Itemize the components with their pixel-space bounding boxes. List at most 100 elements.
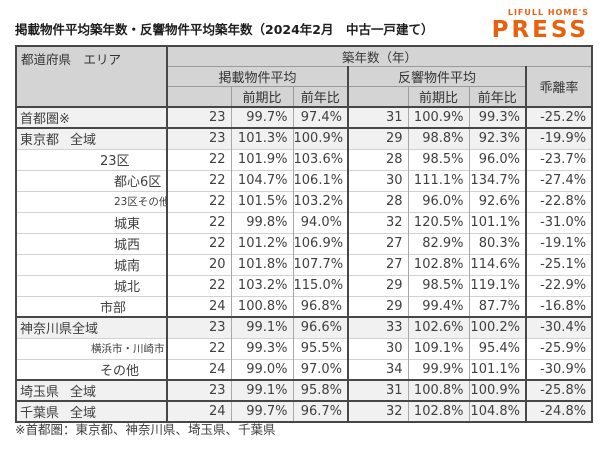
- table-row: 23区その他 22 101.5% 103.2% 28 96.0% 92.6% -22.8%: [16, 190, 593, 212]
- table-header: 都道府県 エリア 築年数（年） 掲載物件平均 反響物件平均 乖離率 前期比 前年…: [15, 45, 593, 108]
- listed-qoq-cell: 104.7%: [230, 169, 293, 191]
- gap-cell: -22.9%: [524, 274, 593, 296]
- inquiry-yoy-cell: 92.3%: [468, 127, 526, 149]
- gap-cell: -25.8%: [524, 379, 593, 401]
- listed-yoy-cell: 97.4%: [292, 106, 348, 128]
- table-row: 市部 24 100.8% 96.8% 29 99.4% 87.7% -16.8%: [16, 295, 593, 317]
- inquiry-qoq-cell: 98.8%: [407, 127, 469, 149]
- area-label: 全域: [72, 322, 99, 338]
- table-row: 城東 22 99.8% 94.0% 32 120.5% 101.1% -31.0%: [16, 211, 593, 233]
- inquiry-age-cell: 27: [347, 253, 408, 275]
- listed-yoy-cell: 94.0%: [292, 211, 348, 233]
- gap-cell: -19.9%: [524, 127, 593, 149]
- inquiry-age-cell: 29: [347, 274, 408, 296]
- listed-age-cell: 22: [166, 169, 231, 191]
- inquiry-qoq-cell: 100.9%: [407, 106, 469, 128]
- inquiry-yoy-cell: 95.4%: [468, 337, 526, 359]
- listed-age-cell: 24: [166, 295, 231, 317]
- listed-qoq-cell: 99.8%: [230, 211, 293, 233]
- table-row: その他 24 99.0% 97.0% 34 99.9% 101.1% -30.9%: [16, 358, 593, 380]
- inquiry-yoy-cell: 134.7%: [468, 169, 526, 191]
- area-label: 全域: [70, 385, 97, 400]
- inquiry-qoq-cell: 109.1%: [407, 337, 469, 359]
- table-row: 千葉県 全域 24 99.7% 96.7% 32 102.8% 104.8% -24.8%: [16, 400, 593, 422]
- inquiry-age-cell: 30: [347, 169, 408, 191]
- area-cell: 埼玉県 全域: [16, 379, 167, 401]
- header-area-column: 都道府県 エリア: [15, 45, 168, 108]
- gap-cell: -31.0%: [524, 211, 593, 233]
- gap-cell: -30.4%: [524, 316, 593, 338]
- inquiry-age-cell: 27: [347, 232, 408, 254]
- inquiry-age-cell: 30: [347, 337, 408, 359]
- area-label: その他: [100, 363, 140, 379]
- prefecture-label: 埼玉県: [20, 385, 60, 400]
- table-row: 首都圏※ 23 99.7% 97.4% 31 100.9% 99.3% -25.2%: [16, 106, 593, 128]
- inquiry-qoq-cell: 111.1%: [407, 169, 469, 191]
- inquiry-age-cell: 33: [347, 316, 408, 338]
- inquiry-yoy-cell: 101.1%: [468, 211, 526, 233]
- inquiry-age-cell: 29: [347, 127, 408, 149]
- area-cell: 23区: [16, 148, 167, 170]
- listed-yoy-cell: 96.7%: [292, 400, 348, 422]
- inquiry-yoy-cell: 80.3%: [468, 232, 526, 254]
- listed-age-cell: 22: [166, 232, 231, 254]
- header-age-group: 築年数（年）: [166, 45, 593, 67]
- header-inquiry-qoq: 前期比: [407, 86, 470, 108]
- inquiry-qoq-cell: 100.8%: [407, 379, 469, 401]
- listed-age-cell: 22: [166, 148, 231, 170]
- inquiry-yoy-cell: 96.0%: [468, 148, 526, 170]
- listed-yoy-cell: 103.2%: [292, 190, 348, 212]
- area-cell: その他: [16, 358, 167, 380]
- listed-yoy-cell: 115.0%: [292, 274, 348, 296]
- footnote: ※首都圏：東京都、神奈川県、埼玉県、千葉県: [15, 422, 276, 437]
- listed-yoy-cell: 106.1%: [292, 169, 348, 191]
- area-cell: 千葉県 全域: [16, 400, 167, 422]
- inquiry-qoq-cell: 102.8%: [407, 400, 469, 422]
- table-row: 城西 22 101.2% 106.9% 27 82.9% 80.3% -19.1%: [16, 232, 593, 254]
- inquiry-yoy-cell: 114.6%: [468, 253, 526, 275]
- area-label: 23区: [100, 154, 130, 169]
- listed-qoq-cell: 99.0%: [230, 358, 293, 380]
- table-body: 首都圏※ 23 99.7% 97.4% 31 100.9% 99.3% -25.2% 東京都 全域…: [16, 106, 593, 422]
- inquiry-yoy-cell: 100.9%: [468, 379, 526, 401]
- area-cell: 城西: [16, 232, 167, 254]
- inquiry-qoq-cell: 98.5%: [407, 274, 469, 296]
- area-label: 23区その他: [114, 196, 167, 208]
- listed-age-cell: 22: [166, 211, 231, 233]
- listed-yoy-cell: 96.6%: [292, 316, 348, 338]
- gap-cell: -25.9%: [524, 337, 593, 359]
- table-row: 城北 22 103.2% 115.0% 29 98.5% 119.1% -22.9%: [16, 274, 593, 296]
- inquiry-age-cell: 32: [347, 400, 408, 422]
- inquiry-qoq-cell: 120.5%: [407, 211, 469, 233]
- inquiry-yoy-cell: 92.6%: [468, 190, 526, 212]
- listed-yoy-cell: 97.0%: [292, 358, 348, 380]
- area-label: 城北: [114, 280, 141, 295]
- prefecture-label: 千葉県: [20, 406, 60, 421]
- prefecture-label: 神奈川県: [20, 322, 73, 338]
- header-inquiry-group: 反響物件平均: [347, 66, 527, 87]
- listed-yoy-cell: 95.8%: [292, 379, 348, 401]
- table-row: 東京都 全域 23 101.3% 100.9% 29 98.8% 92.3% -19.9%: [16, 127, 593, 149]
- listed-qoq-cell: 101.8%: [230, 253, 293, 275]
- inquiry-yoy-cell: 101.1%: [468, 358, 526, 380]
- header-listed-group: 掲載物件平均: [166, 66, 349, 87]
- inquiry-yoy-cell: 87.7%: [468, 295, 526, 317]
- area-cell: 城東: [16, 211, 167, 233]
- gap-cell: -25.1%: [524, 253, 593, 275]
- inquiry-yoy-cell: 119.1%: [468, 274, 526, 296]
- gap-cell: -25.2%: [524, 106, 593, 128]
- area-label: 全域: [70, 133, 97, 149]
- table-row: 横浜市・川崎市 22 99.3% 95.5% 30 109.1% 95.4% -25.9%: [16, 337, 593, 359]
- area-cell: 23区その他: [16, 190, 167, 212]
- inquiry-qoq-cell: 98.5%: [407, 148, 469, 170]
- inquiry-age-cell: 31: [347, 106, 408, 128]
- listed-qoq-cell: 100.8%: [230, 295, 293, 317]
- listed-qoq-cell: 101.2%: [230, 232, 293, 254]
- inquiry-qoq-cell: 102.6%: [407, 316, 469, 338]
- area-cell: 市部: [16, 295, 167, 317]
- inquiry-age-cell: 34: [347, 358, 408, 380]
- area-cell: 首都圏※: [16, 106, 167, 128]
- logo-brand-text: LIFULL HOME'S: [507, 8, 589, 17]
- gap-cell: -22.8%: [524, 190, 593, 212]
- inquiry-yoy-cell: 104.8%: [468, 400, 526, 422]
